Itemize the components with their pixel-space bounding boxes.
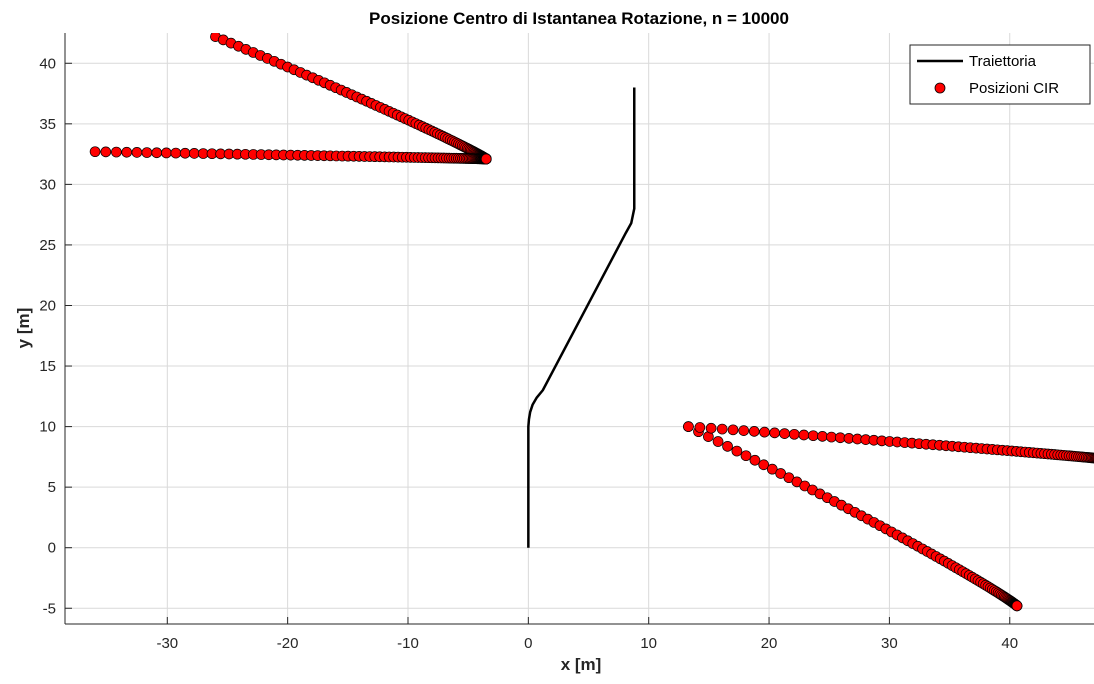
cir-point — [712, 436, 724, 447]
cir-point — [759, 426, 770, 438]
cir-point — [131, 147, 143, 158]
cir-point — [480, 153, 492, 165]
cir-point — [121, 146, 133, 158]
plot-area — [65, 33, 1094, 624]
cir-point — [758, 459, 770, 471]
tick-labels: -30 -20 -10 0 10 20 30 40 -5 0 5 10 15 20 25 30 35 40 — [39, 55, 1018, 652]
chart-title: Posizione Centro di Istantanea Rotazione… — [369, 9, 789, 28]
cir-point — [798, 429, 810, 441]
cir-point — [170, 147, 182, 159]
y-tick-label: 25 — [39, 237, 56, 254]
cir-point — [100, 146, 112, 158]
y-axis-label: y [m] — [14, 308, 33, 349]
y-tick-label: 5 — [48, 479, 56, 496]
y-tick-label: 35 — [39, 116, 56, 133]
x-tick-label: 40 — [1001, 635, 1018, 652]
y-tick-label: 10 — [39, 419, 56, 436]
cir-point — [722, 440, 733, 452]
y-tick-label: -5 — [43, 600, 56, 617]
cir-point — [748, 426, 760, 437]
cir-point — [151, 147, 163, 159]
x-tick-label: 10 — [640, 635, 657, 652]
cir-point — [788, 428, 800, 440]
trajectory-line — [527, 87, 636, 548]
cir-point — [731, 445, 743, 457]
legend-marker-swatch — [934, 82, 946, 94]
legend: Traiettoria Posizioni CIR — [909, 44, 1091, 105]
x-tick-label: 30 — [881, 635, 898, 652]
y-tick-label: 20 — [39, 297, 56, 314]
legend-label-trajectory: Traiettoria — [969, 53, 1037, 70]
cir-point — [694, 422, 706, 433]
cir-point — [716, 423, 728, 435]
cir-point — [179, 147, 191, 159]
cir-point — [727, 424, 739, 436]
cir-point — [141, 147, 153, 158]
y-tick-label: 15 — [39, 358, 56, 375]
cir-point — [779, 428, 790, 439]
cir-point — [111, 146, 122, 158]
cir-point — [826, 431, 837, 443]
cir-point — [89, 146, 101, 158]
x-tick-label: -20 — [277, 635, 299, 652]
data-layer — [89, 33, 1094, 612]
x-tick-label: 0 — [524, 635, 532, 652]
x-tick-label: -10 — [397, 635, 419, 652]
cir-point — [188, 148, 200, 159]
y-tick-label: 0 — [48, 540, 56, 557]
axes — [64, 33, 1094, 625]
cir-point — [1011, 600, 1023, 612]
x-tick-label: 20 — [761, 635, 778, 652]
y-tick-label: 40 — [39, 55, 56, 72]
cir-point — [817, 431, 828, 442]
cir-point — [705, 422, 717, 434]
legend-label-cir: Posizioni CIR — [969, 80, 1059, 97]
x-axis-label: x [m] — [561, 655, 602, 674]
grid — [65, 33, 1094, 624]
cir-point — [807, 430, 819, 442]
cir-point — [683, 421, 694, 432]
y-tick-label: 30 — [39, 176, 56, 193]
cir-point — [740, 450, 752, 462]
cir-point — [161, 147, 172, 159]
x-tick-label: -30 — [156, 635, 178, 652]
cir-point — [738, 425, 750, 436]
legend-box — [909, 44, 1091, 105]
cir-point — [766, 463, 778, 475]
cir-point — [749, 454, 761, 466]
cir-point — [769, 427, 780, 439]
